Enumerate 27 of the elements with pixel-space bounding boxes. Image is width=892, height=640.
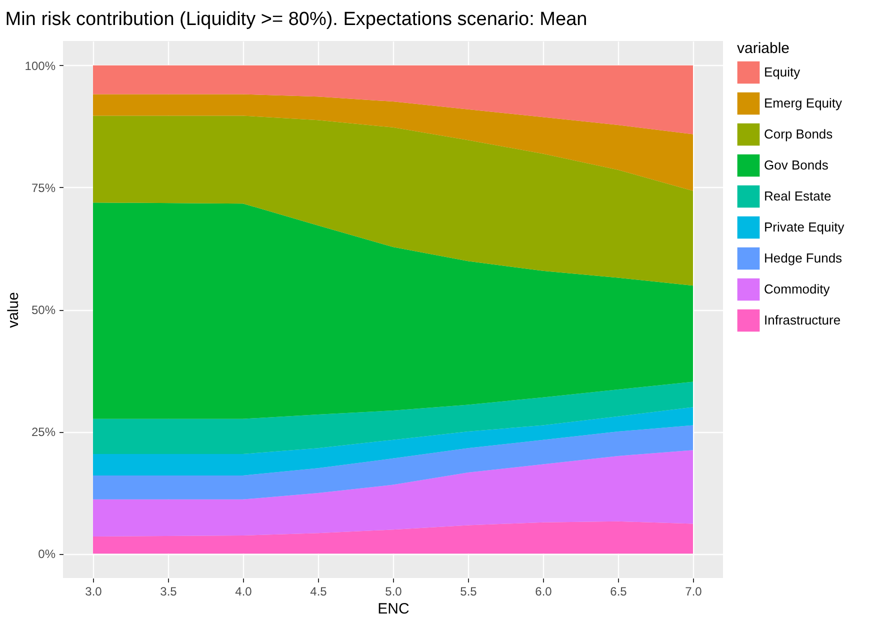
legend-label: Gov Bonds bbox=[764, 158, 829, 172]
x-tick-label: 4.0 bbox=[235, 584, 252, 598]
x-tick-label: 3.5 bbox=[160, 584, 178, 598]
legend-label: Corp Bonds bbox=[764, 126, 834, 142]
legend-label: Infrastructure bbox=[764, 312, 841, 328]
x-tick-label: 6.5 bbox=[610, 584, 628, 598]
legend-label: Private Equity bbox=[764, 220, 845, 234]
x-tick-label: 5.0 bbox=[385, 584, 402, 598]
y-tick-label: 0% bbox=[38, 547, 56, 562]
legend-label: Commodity bbox=[764, 282, 830, 296]
x-axis-title: ENC bbox=[378, 600, 410, 618]
x-tick-label: 7.0 bbox=[685, 584, 702, 598]
y-tick-label: 100% bbox=[24, 58, 56, 73]
x-tick-label: 4.5 bbox=[310, 584, 328, 598]
legend-label: Emerg Equity bbox=[764, 96, 843, 110]
y-tick-label: 50% bbox=[31, 303, 56, 317]
y-tick-label: 25% bbox=[31, 425, 56, 440]
chart-title: Min risk contribution (Liquidity >= 80%). Expectations scenario: Mean bbox=[5, 9, 588, 30]
x-tick-label: 5.5 bbox=[460, 584, 478, 598]
legend-label: Hedge Funds bbox=[764, 250, 843, 266]
legend-title: variable bbox=[737, 40, 790, 57]
y-tick-label: 75% bbox=[31, 180, 56, 195]
legend-label: Equity bbox=[764, 64, 801, 80]
y-axis-title: value bbox=[4, 292, 22, 328]
x-tick-label: 3.0 bbox=[85, 584, 102, 598]
x-tick-label: 6.0 bbox=[535, 584, 552, 598]
legend-label: Real Estate bbox=[764, 188, 832, 204]
